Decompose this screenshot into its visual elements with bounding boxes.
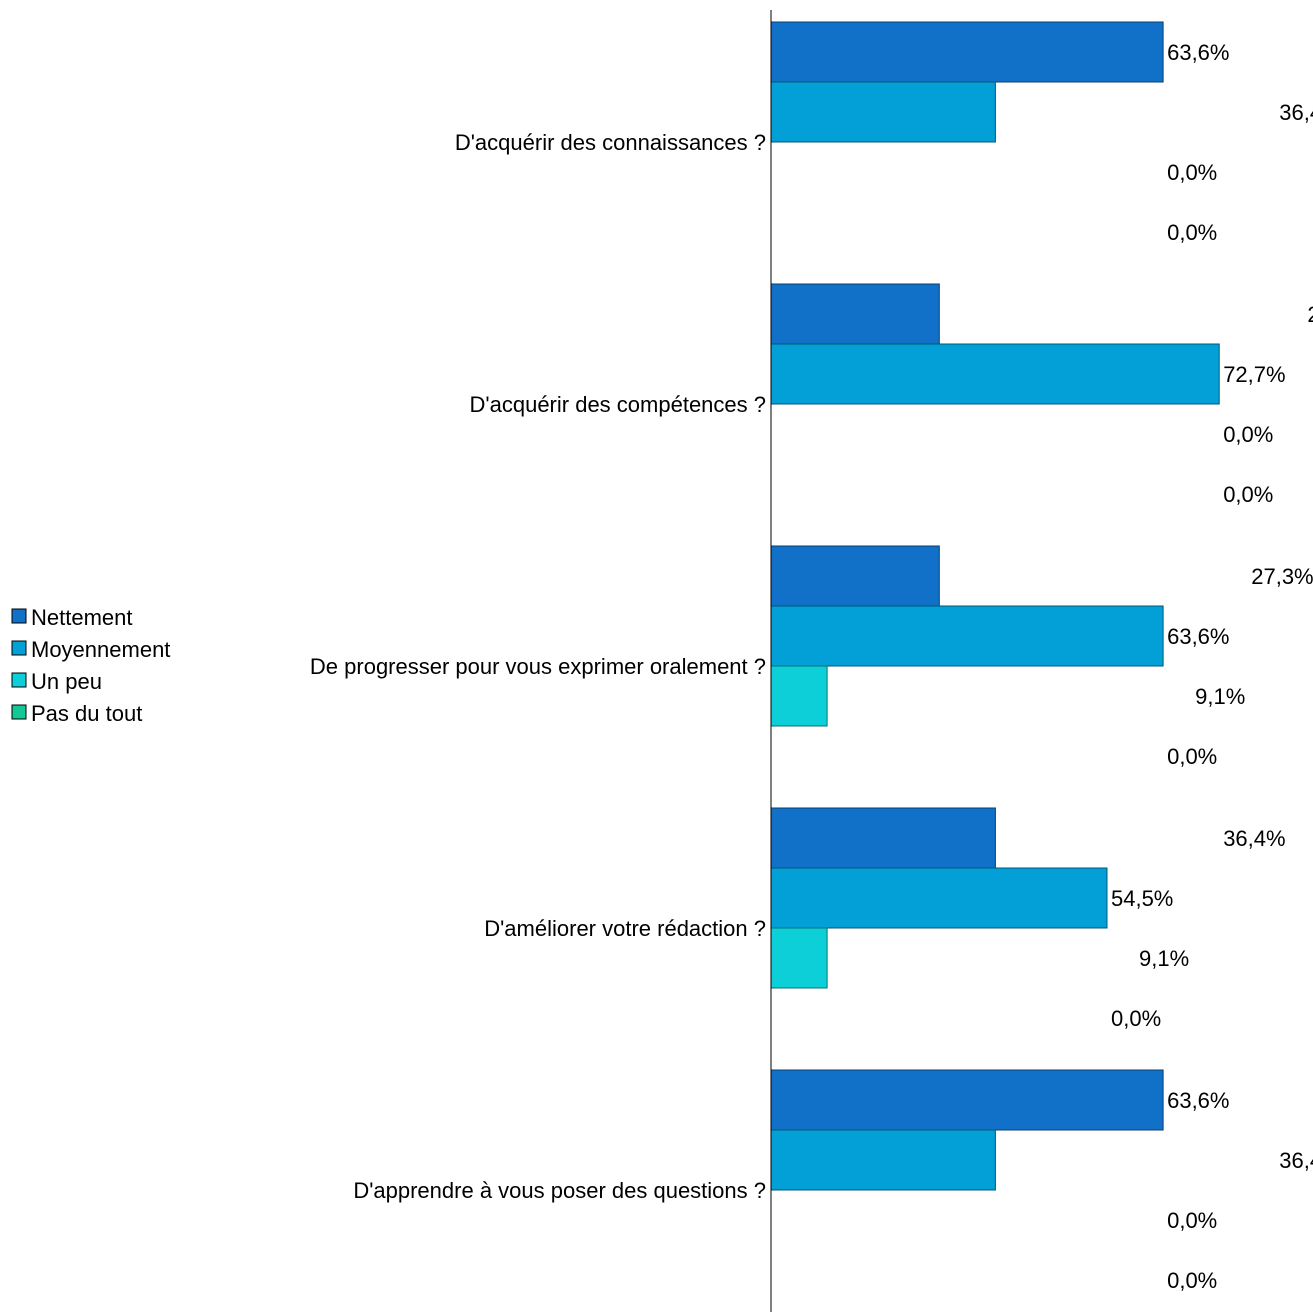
bar-nettement xyxy=(770,545,940,607)
data-label: 27,3% xyxy=(1251,564,1313,589)
data-label: 27,3% xyxy=(1307,302,1313,327)
legend-item-moyennement: Moyennement xyxy=(11,637,170,662)
data-label: 0,0% xyxy=(1167,220,1217,245)
legend-swatch xyxy=(11,640,27,656)
data-label: 54,5% xyxy=(1111,886,1173,911)
category-label: D'améliorer votre rédaction ? xyxy=(484,916,766,941)
data-label: 36,4% xyxy=(1279,100,1313,125)
category-label: D'acquérir des compétences ? xyxy=(470,392,766,417)
legend-swatch xyxy=(11,608,27,624)
legend-swatch xyxy=(11,704,27,720)
bar-nettement xyxy=(770,1069,1164,1131)
data-label: 0,0% xyxy=(1111,1006,1161,1031)
data-label: 0,0% xyxy=(1223,482,1273,507)
bar-un-peu xyxy=(770,665,828,727)
data-label: 0,0% xyxy=(1223,422,1273,447)
bar-nettement xyxy=(770,21,1164,83)
legend: Nettement Moyennement Un peu Pas du tout xyxy=(11,605,170,726)
data-label: 72,7% xyxy=(1223,362,1285,387)
bar-moyennement xyxy=(770,605,1164,667)
data-label: 0,0% xyxy=(1167,744,1217,769)
data-label: 9,1% xyxy=(1139,946,1189,971)
data-label: 0,0% xyxy=(1167,1268,1217,1293)
legend-label: Nettement xyxy=(31,605,133,630)
bar-moyennement xyxy=(770,1129,996,1191)
category-label: D'acquérir des connaissances ? xyxy=(455,130,766,155)
bar-moyennement xyxy=(770,343,1220,405)
bar-nettement xyxy=(770,283,940,345)
data-label: 36,4% xyxy=(1279,1148,1313,1173)
bar-moyennement xyxy=(770,867,1108,929)
legend-swatch xyxy=(11,672,27,688)
category-label: D'apprendre à vous poser des questions ? xyxy=(353,1178,766,1203)
legend-label: Pas du tout xyxy=(31,701,142,726)
data-label: 0,0% xyxy=(1167,160,1217,185)
data-label: 63,6% xyxy=(1167,40,1229,65)
legend-item-un-peu: Un peu xyxy=(11,669,102,694)
legend-label: Moyennement xyxy=(31,637,170,662)
data-label: 36,4% xyxy=(1223,826,1285,851)
category-label: De progresser pour vous exprimer oraleme… xyxy=(310,654,766,679)
category-labels: D'acquérir des connaissances ? D'acquérir… xyxy=(310,130,766,1203)
data-labels: 63,6% 36,4% 0,0% 0,0% 27,3% 72,7% 0,0% 0,0% 27,3… xyxy=(1111,40,1313,1293)
bars xyxy=(770,21,1220,1191)
legend-label: Un peu xyxy=(31,669,102,694)
bar-un-peu xyxy=(770,927,828,989)
bar-moyennement xyxy=(770,81,996,143)
data-label: 9,1% xyxy=(1195,684,1245,709)
legend-item-nettement: Nettement xyxy=(11,605,133,630)
bar-nettement xyxy=(770,807,996,869)
legend-item-pas-du-tout: Pas du tout xyxy=(11,701,142,726)
data-label: 0,0% xyxy=(1167,1208,1217,1233)
data-label: 63,6% xyxy=(1167,1088,1229,1113)
data-label: 63,6% xyxy=(1167,624,1229,649)
